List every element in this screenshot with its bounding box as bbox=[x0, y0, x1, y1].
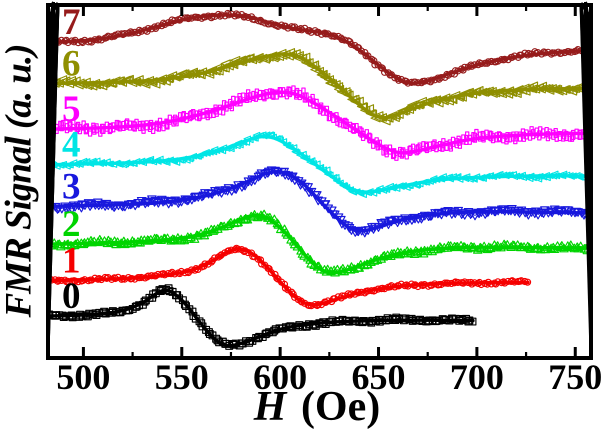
x-axis-symbol: H bbox=[253, 384, 287, 430]
y-axis-label-text: FMR Signal (a. u.) bbox=[0, 44, 40, 318]
y-axis-label: FMR Signal (a. u.) bbox=[0, 45, 41, 318]
x-axis-unit: (Oe) bbox=[290, 384, 381, 430]
x-axis-label: H (Oe) bbox=[254, 386, 380, 428]
